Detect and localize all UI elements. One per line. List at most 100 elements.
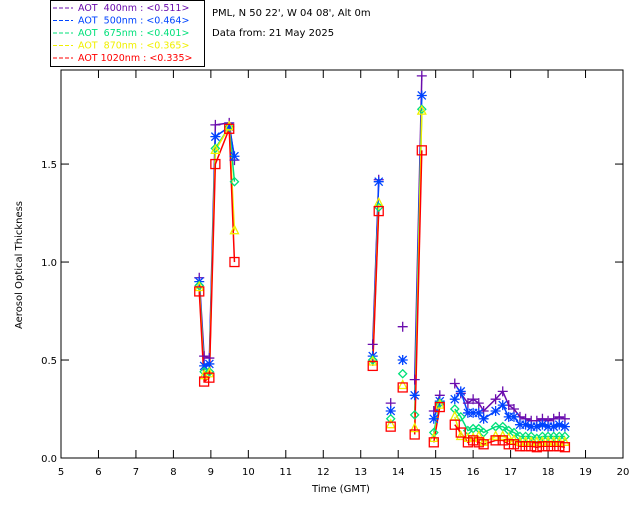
series-line: [413, 150, 423, 435]
asterisk-marker: [204, 358, 215, 369]
legend-colon: :: [137, 28, 146, 39]
x-tick-label: 18: [542, 467, 555, 478]
x-tick-label: 19: [579, 467, 592, 478]
plus-marker: [367, 339, 378, 350]
axes: 5 6 7 8 9 10 11 12 13 14 15 16 17 18 19 20 0.0 0.5 1.0 1.5: [41, 69, 630, 478]
asterisk-marker: [428, 413, 439, 424]
x-tick-label: 11: [279, 467, 292, 478]
diamond-marker: [416, 104, 427, 115]
diamond-marker: [455, 411, 466, 422]
asterisk-marker: [548, 421, 559, 432]
triangle-marker: [229, 224, 240, 235]
square-marker: [467, 435, 479, 446]
series-4: [198, 128, 566, 448]
legend-colon: :: [137, 16, 146, 27]
asterisk-marker: [526, 421, 537, 432]
plus-marker: [468, 394, 479, 405]
legend-mean: <0.464>: [146, 16, 189, 27]
diamond-marker: [560, 431, 570, 442]
x-axis-label: Time (GMT): [311, 484, 370, 495]
x-tick-label: 10: [242, 467, 255, 478]
legend-mean: <0.365>: [146, 41, 189, 52]
square-marker: [397, 382, 408, 393]
triangle-marker: [434, 398, 445, 409]
markers-3: [194, 104, 570, 446]
diamond-marker: [385, 413, 396, 424]
triangle-marker: [409, 422, 420, 433]
plus-marker: [397, 321, 408, 332]
plot-frame: [60, 69, 624, 459]
square-marker: [559, 442, 571, 453]
legend-label: AOT 400nm: [78, 3, 137, 14]
asterisk-marker: [508, 411, 519, 422]
diamond-marker: [367, 355, 378, 365]
asterisk-marker: [503, 411, 514, 422]
y-tick-label: 0.0: [41, 454, 57, 465]
series-1: [198, 95, 566, 428]
x-tick-label: 12: [317, 467, 330, 478]
x-tick-label: 8: [170, 467, 176, 478]
asterisk-marker: [224, 121, 235, 132]
square-marker: [490, 435, 501, 446]
square-marker: [537, 441, 548, 452]
asterisk-marker: [554, 419, 565, 430]
series-line: [454, 424, 566, 448]
asterisk-marker: [385, 405, 396, 416]
square-marker: [367, 360, 378, 372]
legend-label: AOT 500nm: [78, 16, 137, 27]
diamond-marker: [224, 121, 235, 132]
square-marker: [478, 439, 489, 450]
square-marker: [385, 421, 396, 432]
square-marker: [542, 441, 554, 452]
triangle-marker: [385, 418, 396, 429]
date-info: Data from: 21 May 2025: [212, 28, 334, 39]
square-marker: [229, 256, 240, 268]
plus-marker: [210, 119, 221, 130]
square-marker: [548, 441, 559, 452]
square-marker: [224, 123, 235, 134]
asterisk-marker: [455, 386, 466, 397]
x-tick-label: 20: [617, 467, 630, 478]
legend-entry: AOT 1020nm : <0.335>: [78, 53, 192, 64]
series-0: [198, 75, 566, 422]
asterisk-marker: [229, 151, 240, 162]
legend-label: AOT 870nm: [78, 41, 137, 52]
asterisk-marker: [478, 413, 489, 424]
triangle-marker: [397, 379, 408, 390]
asterisk-marker: [416, 90, 427, 101]
square-marker: [514, 441, 526, 452]
x-tick-label: 14: [392, 467, 405, 478]
legend-entry: AOT 500nm : <0.464>: [78, 16, 189, 27]
diamond-marker: [526, 431, 537, 442]
asterisk-marker: [543, 421, 554, 432]
legend-entry: AOT 870nm : <0.365>: [78, 41, 189, 52]
y-tick-label: 1.0: [41, 258, 57, 269]
asterisk-marker: [531, 421, 542, 432]
markers-4: [194, 123, 571, 453]
legend-mean: <0.511>: [146, 3, 189, 14]
plus-marker: [449, 378, 460, 389]
asterisk-marker: [397, 355, 408, 366]
triangle-marker: [210, 143, 221, 154]
plus-marker: [409, 374, 420, 385]
plus-marker: [462, 398, 473, 409]
diamond-marker: [210, 143, 221, 154]
square-marker: [520, 441, 531, 452]
legend-entry: AOT 400nm : <0.511>: [78, 3, 189, 14]
legend-label: AOT 675nm: [78, 28, 137, 39]
asterisk-marker: [497, 400, 508, 411]
square-marker: [449, 419, 460, 430]
plus-marker: [416, 70, 427, 81]
series-2: [198, 109, 565, 440]
x-tick-label: 9: [208, 467, 214, 478]
series-line: [433, 400, 441, 420]
y-tick-label: 1.5: [41, 160, 57, 171]
diamond-marker: [204, 366, 215, 377]
square-marker: [416, 145, 427, 156]
legend-colon: :: [137, 3, 146, 14]
asterisk-marker: [490, 405, 501, 416]
legend-colon: :: [137, 41, 146, 52]
asterisk-marker: [409, 390, 420, 401]
series-line: [198, 124, 236, 377]
diamond-marker: [428, 427, 439, 438]
